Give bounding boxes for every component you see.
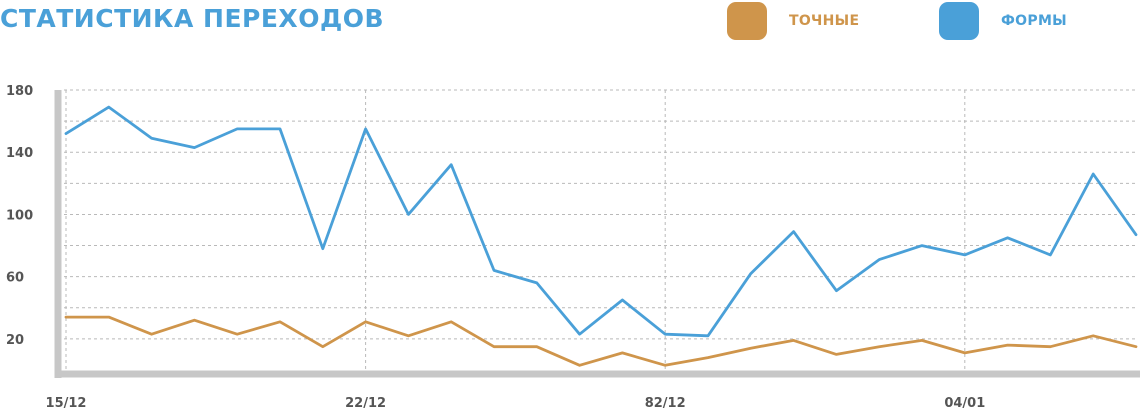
legend-label-formy: ФОРМЫ [1001,13,1067,29]
legend-swatch-tochnye [727,2,767,40]
y-tick-label: 140 [6,146,33,161]
y-tick-label: 20 [6,333,24,348]
x-tick-label: 15/12 [46,396,87,409]
legend-label-tochnye: ТОЧНЫЕ [789,13,860,29]
legend-item-tochnye: ТОЧНЫЕ [727,2,859,40]
series-line-formy [64,105,1138,338]
series-line-tochnye [64,315,1138,367]
legend-item-formy: ФОРМЫ [939,2,1067,40]
y-tick-label: 60 [6,271,24,286]
y-tick-label: 180 [6,84,33,99]
x-tick-label: 04/01 [944,396,985,409]
x-tick-label: 22/12 [345,396,386,409]
x-tick-label: 82/12 [645,396,686,409]
legend-swatch-formy [939,2,979,40]
y-tick-label: 100 [6,208,33,223]
chart-title: СТАТИСТИКА ПЕРЕХОДОВ [0,4,385,33]
